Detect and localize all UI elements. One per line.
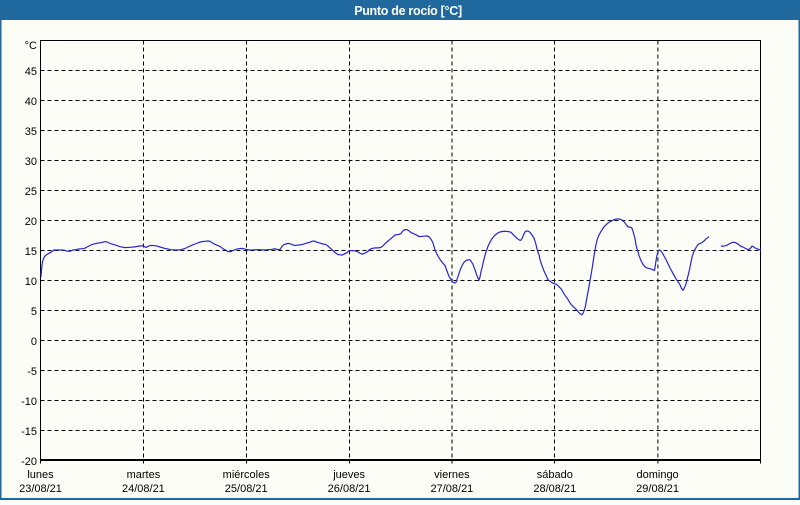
svg-text:-5: -5: [27, 366, 37, 378]
svg-text:0: 0: [31, 336, 37, 348]
svg-text:20: 20: [25, 216, 37, 228]
svg-text:27/08/21: 27/08/21: [430, 483, 473, 495]
svg-text:35: 35: [25, 126, 37, 138]
svg-text:5: 5: [31, 306, 37, 318]
svg-text:-20: -20: [21, 456, 37, 468]
svg-text:40: 40: [25, 96, 37, 108]
svg-text:viernes: viernes: [434, 469, 470, 481]
svg-text:23/08/21: 23/08/21: [19, 483, 62, 495]
svg-text:25/08/21: 25/08/21: [225, 483, 268, 495]
svg-text:10: 10: [25, 276, 37, 288]
svg-text:Punto de rocío [°C]: Punto de rocío [°C]: [354, 4, 462, 18]
svg-text:martes: martes: [127, 469, 161, 481]
svg-text:29/08/21: 29/08/21: [636, 483, 679, 495]
svg-text:jueves: jueves: [332, 469, 365, 481]
svg-text:-10: -10: [21, 396, 37, 408]
svg-text:°C: °C: [25, 40, 37, 52]
svg-text:24/08/21: 24/08/21: [122, 483, 165, 495]
svg-text:domingo: domingo: [636, 469, 678, 481]
svg-text:25: 25: [25, 186, 37, 198]
svg-text:sábado: sábado: [537, 469, 573, 481]
svg-text:30: 30: [25, 156, 37, 168]
svg-text:lunes: lunes: [27, 469, 54, 481]
svg-text:28/08/21: 28/08/21: [533, 483, 576, 495]
svg-text:45: 45: [25, 66, 37, 78]
svg-text:26/08/21: 26/08/21: [328, 483, 371, 495]
svg-text:miércoles: miércoles: [223, 469, 271, 481]
svg-text:15: 15: [25, 246, 37, 258]
svg-text:-15: -15: [21, 426, 37, 438]
